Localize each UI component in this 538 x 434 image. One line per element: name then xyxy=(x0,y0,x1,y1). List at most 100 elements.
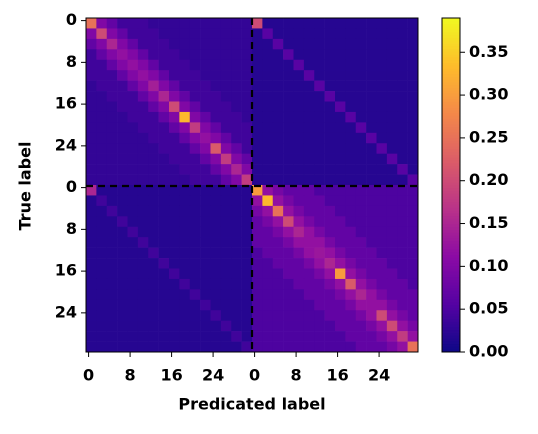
colorbar-swatch xyxy=(442,112,460,116)
cell xyxy=(407,195,419,207)
x-tick-label: 24 xyxy=(368,366,390,385)
cell xyxy=(314,237,325,248)
cell xyxy=(117,205,128,217)
cell xyxy=(283,28,294,40)
cell xyxy=(366,91,377,102)
cell xyxy=(345,132,357,144)
cell xyxy=(252,299,263,311)
cell xyxy=(355,195,367,207)
cell xyxy=(210,122,222,134)
cell xyxy=(86,237,97,248)
cell xyxy=(262,320,274,332)
cell xyxy=(386,80,398,92)
cell xyxy=(179,70,191,81)
cell xyxy=(158,258,170,269)
cell xyxy=(324,49,336,61)
cell xyxy=(220,28,232,40)
cell xyxy=(148,258,159,269)
cell xyxy=(169,28,180,40)
colorbar-swatch xyxy=(442,243,460,247)
cell xyxy=(324,111,336,123)
cell xyxy=(127,91,139,102)
cell xyxy=(220,320,232,332)
cell xyxy=(200,289,211,301)
cell xyxy=(158,80,170,92)
cell xyxy=(386,310,398,321)
cell xyxy=(293,59,305,71)
cell xyxy=(148,247,159,259)
cell xyxy=(241,226,253,238)
colorbar-swatch xyxy=(442,151,460,155)
cell xyxy=(179,320,191,332)
heatmap-cells xyxy=(86,18,419,353)
cell xyxy=(355,164,367,175)
cell xyxy=(189,80,201,92)
cell xyxy=(231,320,242,332)
cell xyxy=(117,28,128,40)
cell xyxy=(314,70,325,81)
colorbar-swatch xyxy=(442,268,460,272)
cell xyxy=(231,38,242,50)
cell xyxy=(200,185,211,196)
cell xyxy=(293,143,305,154)
cell xyxy=(189,143,201,154)
cell xyxy=(200,164,211,175)
cell xyxy=(283,132,294,144)
cell xyxy=(355,59,367,71)
cell xyxy=(137,331,149,342)
cell xyxy=(376,299,388,311)
colorbar-swatch xyxy=(442,335,460,339)
cell xyxy=(324,59,336,71)
cell xyxy=(355,299,367,311)
cell xyxy=(252,247,263,259)
cell xyxy=(127,122,139,134)
cell xyxy=(293,174,305,186)
cell xyxy=(272,122,284,134)
cell xyxy=(262,195,274,207)
cell xyxy=(272,101,284,113)
cell xyxy=(272,320,284,332)
cell xyxy=(106,216,118,228)
cell xyxy=(324,299,336,311)
cell xyxy=(345,237,357,248)
cell xyxy=(148,49,159,61)
cell xyxy=(200,216,211,228)
cell xyxy=(220,310,232,321)
cell xyxy=(86,38,97,50)
cell xyxy=(262,122,274,134)
colorbar-swatch xyxy=(442,304,460,308)
cell xyxy=(127,341,139,353)
colorbar-swatch xyxy=(442,56,460,61)
cell xyxy=(231,153,242,165)
cell xyxy=(148,226,159,238)
cell xyxy=(106,59,118,71)
cell xyxy=(231,247,242,259)
cell xyxy=(335,226,346,238)
cell xyxy=(210,205,222,217)
cell xyxy=(252,268,263,280)
colorbar-swatch xyxy=(442,118,460,122)
cell xyxy=(345,247,357,259)
cell xyxy=(397,205,408,217)
cell xyxy=(86,101,97,113)
cell xyxy=(335,185,346,196)
cell xyxy=(252,174,263,186)
cell xyxy=(241,320,253,332)
x-tick-label: 0 xyxy=(249,366,260,385)
cell xyxy=(293,341,305,353)
colorbar-swatch xyxy=(442,182,460,186)
colorbar-swatch xyxy=(442,173,460,178)
cell xyxy=(386,28,398,40)
cell xyxy=(303,49,315,61)
cell xyxy=(355,28,367,40)
cell xyxy=(335,310,346,321)
cell xyxy=(231,289,242,301)
cell xyxy=(220,143,232,154)
cell xyxy=(335,258,346,269)
colorbar-swatch xyxy=(442,134,460,139)
cell xyxy=(137,143,149,154)
cell xyxy=(220,80,232,92)
colorbar-tick-label: 0.05 xyxy=(469,299,508,318)
cell xyxy=(252,153,263,165)
cell xyxy=(407,143,419,154)
